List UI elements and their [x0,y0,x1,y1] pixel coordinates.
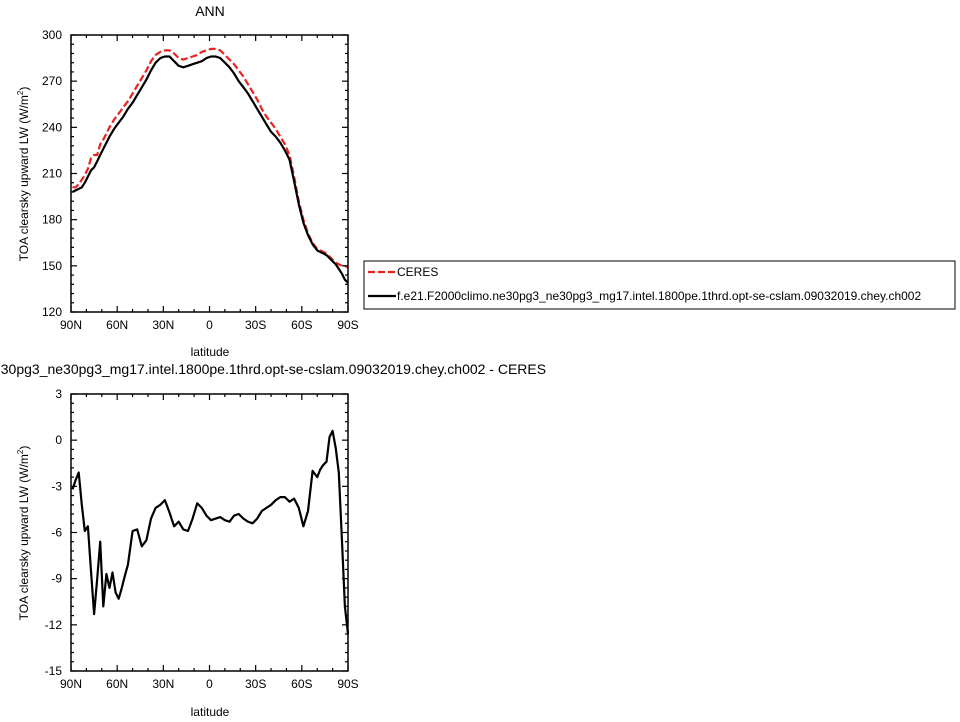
chart-2-x-tick-label: 60S [291,677,312,691]
chart-2: f.e21.F2000climo.ne30pg3_ne30pg3_mg17.in… [0,361,546,719]
chart-1-x-tick-label: 30N [152,318,174,332]
chart-2-x-tick-label: 30S [245,677,266,691]
chart-2-y-tick-label: 0 [55,433,62,447]
chart-2-y-tick-label: -6 [51,526,62,540]
legend-label-model: f.e21.F2000climo.ne30pg3_ne30pg3_mg17.in… [397,289,921,303]
chart-2-series-0-line [71,429,350,635]
chart-2-y-tick-label: -3 [51,479,62,493]
chart-2-y-tick-label: -15 [45,664,63,678]
chart-1-y-axis-label: TOA clearsky upward LW (W/m2) [16,87,31,262]
chart-1-x-tick-label: 90N [60,318,82,332]
chart-1-y-tick-label: 240 [42,120,62,134]
chart-2-x-tick-label: 0 [206,677,213,691]
chart-1-y-axis-label-sup: 2 [16,90,25,95]
legend-box [363,260,956,310]
chart-2-x-tick-label: 90N [60,677,82,691]
chart-2-y-tick-label: -9 [51,572,62,586]
chart-1-x-tick-label: 90S [337,318,358,332]
chart-2-y-axis-label: TOA clearsky upward LW (W/m2) [16,446,31,621]
chart-1-series-1-line [71,55,349,284]
chart-1-title: ANN [195,3,225,19]
chart-2-title: f.e21.F2000climo.ne30pg3_ne30pg3_mg17.in… [0,361,546,377]
chart-2-x-axis-label: latitude [191,705,230,719]
chart-1-y-tick-label: 210 [42,167,62,181]
chart-2-x-tick-label: 30N [152,677,174,691]
chart-2-y-axis-label-sup: 2 [16,449,25,454]
chart-1-y-tick-label: 270 [42,74,62,88]
chart-2-series-layer [71,429,350,635]
chart-1-series-layer [71,47,349,284]
chart-2-y-axis-label-close: ) [17,446,31,450]
chart-2-x-tick-label: 90S [337,677,358,691]
chart-1-y-axis-label-close: ) [17,87,31,91]
chart-1-x-tick-label: 0 [206,318,213,332]
chart-1-y-tick-label: 300 [42,28,62,42]
legend-label-ceres: CERES [397,265,438,279]
chart-2-y-tick-label: -12 [45,618,63,632]
chart-2-tick-labels: 90N 60N 30N 0 30S 60S 90S -15 -12 -9 -6 -3 0 3 [45,387,359,691]
chart-1-tick-labels: 90N 60N 30N 0 30S 60S 90S 120 150 180 210 240 270 300 [42,28,359,332]
chart-1-legend: CERES f.e21.F2000climo.ne30pg3_ne30pg3_m… [363,260,956,310]
chart-1-ticks [70,34,349,313]
chart-1-y-tick-label: 150 [42,259,62,273]
chart-1-x-tick-label: 60N [106,318,128,332]
chart-1-y-tick-label: 180 [42,213,62,227]
chart-2-ticks [70,393,349,672]
chart-1-plot-frame [70,34,349,313]
chart-1-x-tick-label: 30S [245,318,266,332]
chart-2-plot-frame [70,393,349,672]
chart-1-x-axis-label: latitude [191,345,230,359]
chart-2-x-tick-label: 60N [106,677,128,691]
chart-1-x-tick-label: 60S [291,318,312,332]
chart-1: ANN 90N 60N 30N 0 30S 60S 90S 120 150 180 210 240 27… [16,3,359,359]
chart-1-y-axis-label-main: TOA clearsky upward LW (W/m [17,95,31,261]
chart-2-y-tick-label: 3 [55,387,62,401]
chart-1-y-tick-label: 120 [42,305,62,319]
chart-2-y-axis-label-main: TOA clearsky upward LW (W/m [17,454,31,620]
